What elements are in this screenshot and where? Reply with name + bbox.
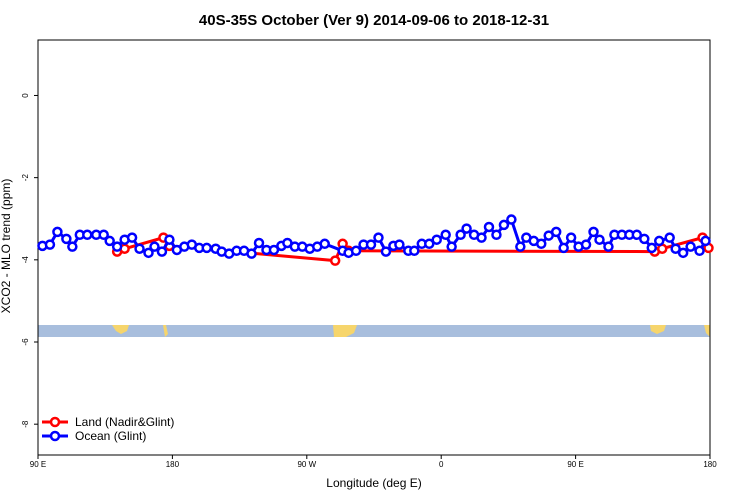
y-tick-label: -8: [21, 420, 30, 428]
point: [631, 229, 643, 241]
point: [646, 242, 658, 254]
point: [67, 241, 78, 252]
x-tick-label: 0: [439, 460, 444, 469]
point: [52, 226, 63, 238]
point: [498, 219, 510, 231]
point: [319, 238, 330, 250]
point: [455, 229, 466, 241]
point: [98, 229, 109, 241]
point: [506, 214, 517, 225]
point: [536, 238, 547, 250]
ocean-band: [38, 325, 710, 337]
point: [685, 241, 696, 252]
point: [104, 235, 115, 247]
point: [61, 233, 72, 245]
x-axis-label: Longitude (deg E): [326, 476, 421, 490]
point: [268, 244, 280, 256]
x-tick-label: 90 E: [567, 460, 583, 469]
point: [440, 229, 451, 241]
point: [164, 234, 175, 245]
point: [677, 247, 689, 259]
point: [394, 239, 405, 250]
land: [112, 325, 129, 334]
point: [603, 241, 614, 252]
point: [156, 246, 168, 257]
map-strip: [38, 325, 710, 337]
point: [491, 229, 502, 241]
y-tick-label: -2: [21, 174, 30, 182]
point: [558, 242, 569, 254]
point: [580, 239, 592, 250]
point: [565, 232, 577, 243]
point: [653, 235, 665, 247]
y-tick-label: -6: [21, 338, 30, 346]
y-axis-label: XCO2 - MLO trend (ppm): [0, 179, 13, 314]
point: [350, 245, 362, 257]
point: [424, 238, 435, 250]
point: [329, 255, 341, 266]
point: [476, 232, 487, 243]
point: [515, 241, 526, 252]
point: [409, 245, 420, 257]
legend-marker: [49, 416, 61, 428]
point: [253, 237, 265, 249]
point: [143, 247, 154, 259]
point: [664, 232, 675, 243]
point: [111, 241, 123, 252]
point: [694, 245, 705, 257]
land: [333, 325, 357, 337]
land: [163, 325, 168, 337]
x-tick-label: 90 W: [297, 460, 316, 469]
point: [149, 241, 160, 252]
point: [365, 239, 377, 250]
land: [704, 325, 710, 337]
point: [639, 233, 650, 245]
point: [82, 229, 93, 241]
legend-marker: [49, 430, 61, 442]
chart-title: 40S-35S October (Ver 9) 2014-09-06 to 20…: [199, 12, 549, 29]
point: [700, 235, 711, 247]
point: [446, 241, 457, 252]
point: [594, 234, 605, 245]
x-tick-label: 90 E: [30, 460, 46, 469]
point: [550, 226, 562, 238]
land: [650, 325, 666, 334]
y-tick-label: 0: [21, 93, 30, 98]
x-tick-label: 180: [166, 460, 180, 469]
point: [431, 234, 442, 245]
point: [201, 242, 212, 254]
legend-label: Ocean (Glint): [75, 429, 146, 443]
x-tick-label: 180: [703, 460, 717, 469]
point: [373, 232, 384, 243]
y-tick-label: -4: [21, 256, 30, 264]
point: [588, 226, 599, 238]
point: [461, 223, 472, 234]
point: [126, 232, 138, 243]
point: [246, 248, 257, 259]
point: [134, 243, 145, 254]
point: [44, 239, 56, 250]
point: [380, 246, 392, 257]
legend-label: Land (Nadir&Glint): [75, 415, 174, 429]
point: [483, 221, 495, 233]
point: [670, 243, 681, 254]
